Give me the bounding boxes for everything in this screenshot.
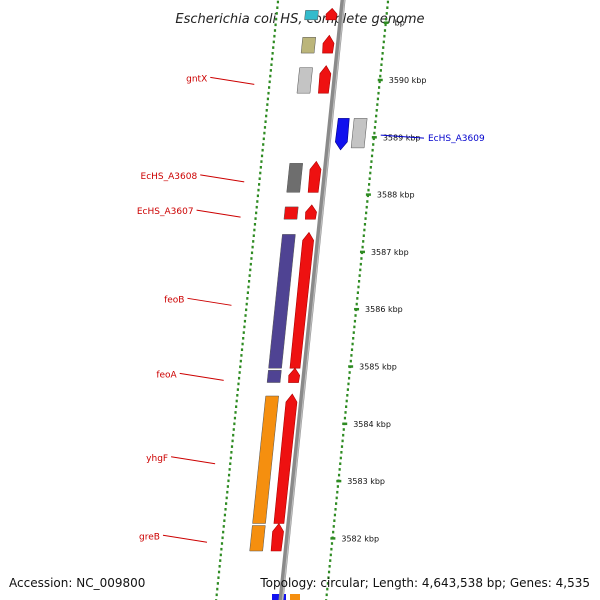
topology-text: Topology: circular; Length: 4,643,538 bp…: [260, 576, 590, 590]
gene-labels: gntX EcHS_A3609 EcHS_A3608 EcHS_A3607 feoB fe…: [137, 74, 485, 543]
plus-strand-arrow: [318, 65, 332, 94]
gene-label-greb: greB: [139, 532, 160, 542]
gene-label-feob: feoB: [164, 295, 184, 305]
gene-cog-box: [266, 369, 282, 383]
gene-cog-box: [350, 118, 368, 149]
gene-leader-line: [200, 174, 245, 183]
plus-strand-arrow: [307, 160, 322, 193]
accession-text: Accession: NC_009800: [9, 576, 146, 590]
genome-backbone: [278, 0, 346, 600]
plus-strand-arrow: [288, 367, 301, 383]
kbp-label: 3590 kbp: [389, 76, 427, 85]
gene-leader-line: [187, 297, 232, 306]
gene-label-feoa: feoA: [156, 370, 177, 380]
kbp-label: 3583 kbp: [347, 477, 385, 486]
gene-label-yhgf: yhgF: [146, 454, 168, 464]
plus-strand-arrow: [322, 34, 335, 54]
gene-features: [249, 7, 368, 600]
backbone-line: [278, 0, 346, 600]
kbp-label: 3585 kbp: [359, 363, 397, 372]
gene-cog-box: [249, 525, 266, 552]
gene-leader-line: [162, 534, 208, 543]
plus-strand-arrow: [270, 522, 284, 552]
kbp-label: 3584 kbp: [353, 420, 391, 429]
gene-cog-box: [252, 395, 279, 524]
inner-tick-ring: [215, 0, 280, 600]
gene-cog-box: [304, 10, 319, 21]
gene-label-echs-a3607: EcHS_A3607: [137, 207, 194, 217]
map-title: Escherichia coli HS, complete genome: [175, 12, 424, 27]
kbp-label: 3588 kbp: [377, 191, 415, 200]
backbone-highlight: [281, 0, 346, 600]
gene-cog-box: [300, 37, 317, 54]
gene-cog-box: [283, 206, 299, 220]
gene-leader-line: [196, 209, 241, 218]
kbp-label: 3586 kbp: [365, 305, 403, 314]
edge-feature: [290, 594, 300, 600]
gene-label-gntx: gntX: [186, 74, 207, 84]
gene-leader-line: [380, 134, 425, 139]
minus-strand-arrow: [335, 118, 350, 151]
plus-strand-arrow: [325, 7, 338, 21]
gene-label-echs-a3608: EcHS_A3608: [141, 172, 198, 182]
gene-leader-line: [179, 372, 224, 381]
gene-cog-box: [286, 163, 304, 193]
kbp-label: 3587 kbp: [371, 248, 409, 257]
gene-cog-box: [268, 234, 296, 369]
outer-tick-ring: [325, 0, 390, 600]
gene-leader-line: [171, 456, 216, 465]
gene-cog-box: [296, 67, 313, 94]
plus-strand-arrow: [305, 204, 317, 220]
kbp-label: bp: [395, 19, 405, 28]
kbp-label: 3582 kbp: [341, 534, 379, 543]
kbp-scale: bp 3590 kbp 3589 kbp 3588 kbp 3587 kbp 3586 k…: [330, 19, 427, 543]
kbp-label: 3589 kbp: [383, 133, 421, 142]
gene-leader-line: [210, 76, 255, 85]
gene-label-echs-a3609: EcHS_A3609: [428, 134, 485, 144]
